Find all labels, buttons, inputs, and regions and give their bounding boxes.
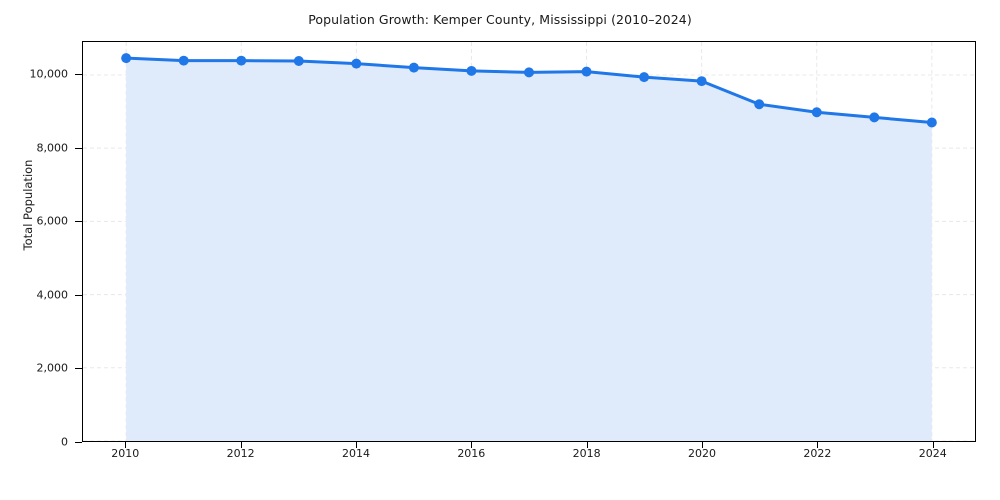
x-tick-mark [932, 442, 934, 448]
data-point-marker [466, 65, 477, 76]
x-tick-label: 2014 [341, 447, 370, 460]
data-point-marker [293, 56, 304, 67]
y-tick-mark [75, 294, 82, 296]
data-point-marker [811, 107, 822, 118]
data-point-marker [696, 76, 707, 87]
x-tick-label: 2024 [918, 447, 947, 460]
data-point-marker [121, 53, 132, 64]
data-point-marker [178, 55, 189, 66]
y-tick-mark [75, 368, 82, 370]
data-point-marker [524, 67, 534, 78]
x-tick-mark [817, 442, 819, 448]
x-tick-mark [702, 442, 704, 448]
y-axis-tick-labels: 0 2,000 4,000 6,000 8,000 10,000 [0, 41, 69, 449]
y-axis-label: Total Population [21, 159, 35, 251]
x-tick-mark [586, 442, 588, 448]
y-axis-tick-marks [0, 41, 82, 443]
data-point-marker [869, 112, 880, 123]
y-tick-mark [75, 442, 82, 443]
population-series [121, 53, 937, 441]
y-tick-mark [75, 147, 82, 149]
x-tick-label: 2016 [457, 447, 486, 460]
y-tick-label: 2,000 [36, 361, 69, 375]
y-tick-label: 6,000 [36, 214, 69, 228]
x-axis-tick-marks [82, 442, 976, 450]
x-tick-mark [355, 442, 357, 448]
x-tick-mark [471, 442, 473, 448]
x-tick-label: 2022 [803, 447, 832, 460]
y-tick-label: 4,000 [36, 288, 69, 302]
y-tick-mark [75, 74, 82, 76]
data-point-marker [351, 58, 362, 69]
x-tick-mark [240, 442, 242, 448]
x-tick-label: 2012 [226, 447, 255, 460]
x-axis-tick-labels: 2010 2012 2014 2016 2018 2020 2022 2024 [82, 447, 976, 471]
y-tick-mark [75, 221, 82, 223]
data-point-marker [408, 62, 419, 73]
plot-area [82, 41, 976, 442]
x-tick-label: 2010 [111, 447, 140, 460]
x-tick-label: 2018 [572, 447, 601, 460]
data-point-marker [639, 72, 650, 83]
data-point-marker [926, 117, 937, 128]
data-point-marker [581, 66, 592, 77]
y-tick-label: 10,000 [29, 67, 69, 81]
plot-inner [83, 42, 975, 441]
data-point-marker [754, 99, 765, 110]
chart-title: Population Growth: Kemper County, Missis… [308, 12, 692, 27]
x-tick-mark [125, 442, 127, 448]
y-tick-label: 0 [61, 435, 68, 449]
data-point-marker [236, 55, 247, 66]
area-fill [126, 58, 932, 441]
y-tick-label: 8,000 [36, 141, 69, 155]
x-tick-label: 2020 [688, 447, 717, 460]
